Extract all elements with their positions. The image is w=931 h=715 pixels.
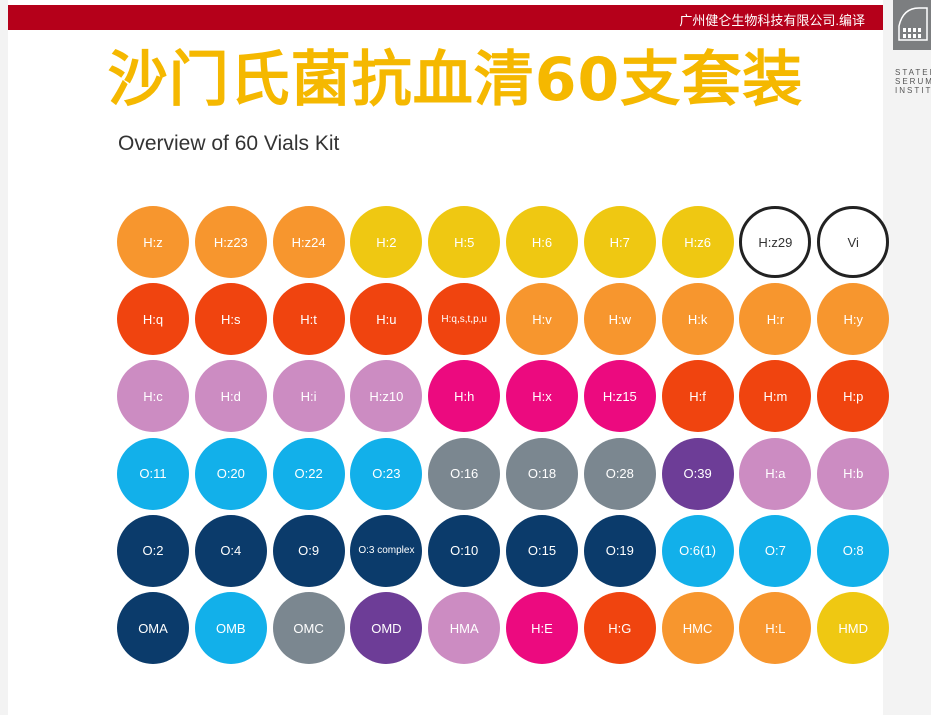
vial-circle: HMA — [428, 592, 501, 664]
vial-circle: O:11 — [117, 437, 189, 510]
vial-circle: H:z24 — [272, 206, 345, 278]
vial-circle: OMC — [272, 592, 345, 664]
vial-circle: H:q,s,t,p,u — [428, 283, 501, 356]
vial-circle: H:t — [272, 283, 345, 356]
vial-circle: H:z — [117, 206, 189, 278]
vial-circle: O:7 — [739, 514, 812, 587]
vial-circle: H:b — [817, 437, 890, 510]
header-bar: 广州健仑生物科技有限公司.编译 — [8, 5, 883, 30]
vial-circle: H:h — [428, 360, 501, 433]
logo-line: INSTITUT — [895, 86, 931, 95]
vial-circle: H:6 — [506, 206, 578, 278]
vial-circle: O:18 — [506, 437, 578, 510]
logo-text: STATENS SERUM INSTITUT — [895, 68, 931, 95]
vial-circle: HMD — [817, 592, 890, 664]
vial-circle: OMA — [117, 592, 189, 664]
vial-circle: O:39 — [661, 437, 734, 510]
vial-circle: O:2 — [117, 514, 189, 587]
vial-circle: O:8 — [817, 514, 890, 587]
vial-circle: O:6(1) — [661, 514, 734, 587]
vial-circle: H:k — [661, 283, 734, 356]
vial-circle: H:5 — [428, 206, 501, 278]
vial-circle: H:L — [739, 592, 812, 664]
vial-circle: O:10 — [428, 514, 501, 587]
vial-circle: O:19 — [583, 514, 656, 587]
vial-circle: O:15 — [506, 514, 578, 587]
vial-circle: O:28 — [583, 437, 656, 510]
vial-circle: H:y — [817, 283, 890, 356]
vial-circle: H:7 — [583, 206, 656, 278]
vial-circle: O:9 — [272, 514, 345, 587]
vial-circle: H:z10 — [350, 360, 423, 433]
vial-circle: H:c — [117, 360, 189, 433]
vial-circle: O:20 — [194, 437, 267, 510]
vial-circle: H:i — [272, 360, 345, 433]
vial-circle: H:w — [583, 283, 656, 356]
vial-circle: O:16 — [428, 437, 501, 510]
vial-circle: H:q — [117, 283, 189, 356]
company-credit: 广州健仑生物科技有限公司.编译 — [679, 13, 865, 28]
vial-circle: H:z29 — [739, 206, 812, 278]
vial-circle: Vi — [817, 206, 890, 278]
vial-circle: HMC — [661, 592, 734, 664]
vial-circle: H:a — [739, 437, 812, 510]
vial-circle: H:z15 — [583, 360, 656, 433]
vial-circle: H:r — [739, 283, 812, 356]
subtitle: Overview of 60 Vials Kit — [118, 132, 340, 155]
building-icon — [893, 0, 931, 50]
vial-circle: H:z6 — [661, 206, 734, 278]
page-title: 沙门氏菌抗血清60支套装 — [107, 45, 804, 115]
vial-circle: H:z23 — [194, 206, 267, 278]
logo-line: STATENS — [895, 68, 931, 77]
logo-line: SERUM — [895, 77, 931, 86]
vial-circle: H:2 — [350, 206, 423, 278]
vial-circle: OMD — [350, 592, 423, 664]
vial-circle: O:4 — [194, 514, 267, 587]
vial-circle: H:f — [661, 360, 734, 433]
vial-circle: H:E — [506, 592, 578, 664]
vial-circle: O:22 — [272, 437, 345, 510]
vial-circle: O:23 — [350, 437, 423, 510]
vial-circle: H:u — [350, 283, 423, 356]
vial-circle: O:3 complex — [350, 514, 423, 587]
vial-circle: H:G — [583, 592, 656, 664]
vial-circle: H:s — [194, 283, 267, 356]
vial-circle: H:x — [506, 360, 578, 433]
vial-circle: H:d — [194, 360, 267, 433]
vial-circle: H:p — [817, 360, 890, 433]
vial-circle: H:m — [739, 360, 812, 433]
vial-circle: OMB — [194, 592, 267, 664]
vial-circle: H:v — [506, 283, 578, 356]
